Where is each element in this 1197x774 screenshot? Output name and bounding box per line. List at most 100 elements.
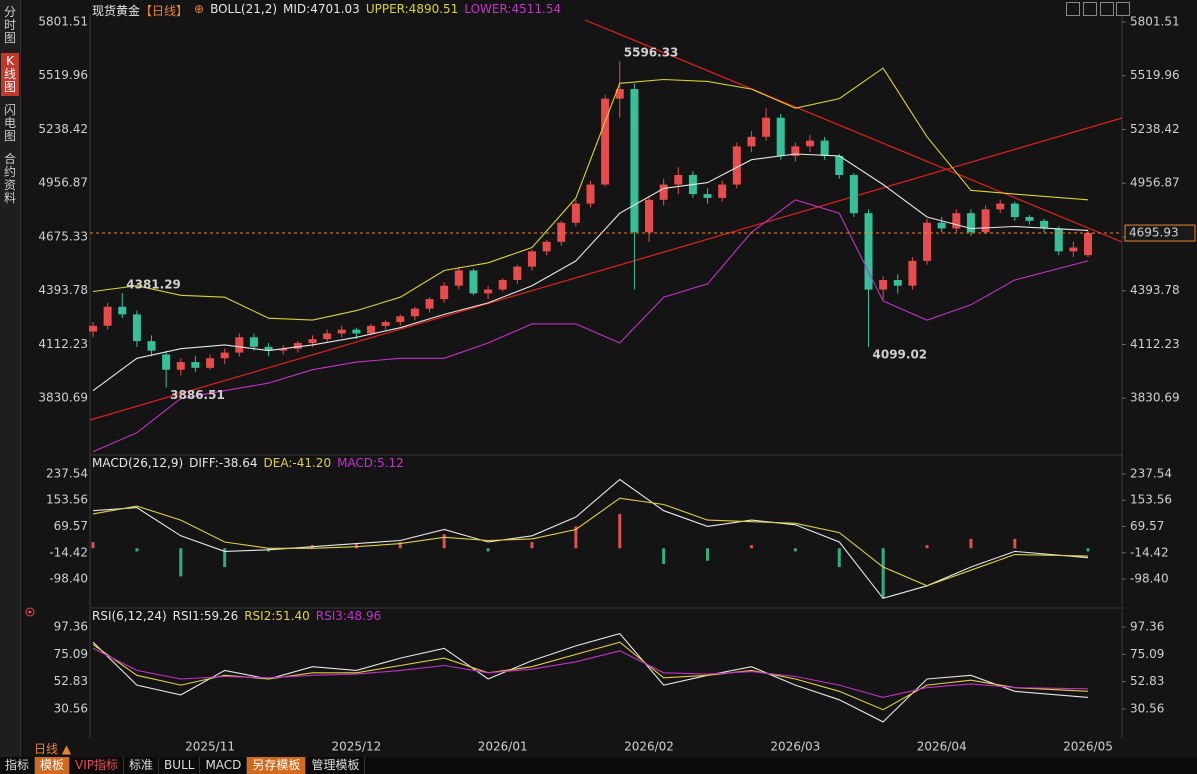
y-tick-label: 3830.69 [1130,391,1180,405]
y-tick-label: 5238.42 [38,122,88,136]
y-tick-label: 52.83 [54,674,88,688]
toolbar-button[interactable]: MACD [200,757,248,774]
y-tick-label: 5519.96 [1130,68,1180,82]
candle-body [1025,216,1034,221]
candle-body [805,140,814,147]
y-tick-label: 5519.96 [38,68,88,82]
candle-body [1084,233,1092,256]
icon[interactable]: ⊕ [194,2,205,16]
toolbar-icon[interactable] [1116,2,1130,16]
indicator-label: BOLL(21,2) [210,2,278,16]
toolbar-button[interactable]: 管理模板 [306,757,366,774]
toolbar-button[interactable]: 指标 [0,757,36,774]
candle-body [381,322,390,326]
candle-body [425,299,434,309]
candle-body [147,341,156,351]
candle-body [440,285,449,300]
toolbar-button[interactable]: 模板 [35,757,71,774]
data-label: 5596.33 [624,46,679,60]
candle-body [1010,203,1019,217]
tab[interactable]: 分时图 [4,5,17,45]
candle-body [235,337,244,353]
legend-entry: MID:4701.03 [283,2,360,16]
macd-bar [749,545,753,549]
candle-body [308,339,317,344]
candle-body [645,199,654,233]
tab[interactable]: 合约资料 [4,152,17,205]
candle-body [191,362,200,368]
candle-body [542,241,551,252]
period-label: 【日线】 [140,4,189,18]
candle-body [323,333,332,340]
indicator-icon[interactable] [25,607,35,617]
macd-bar [135,548,139,552]
indicator-label: MACD(26,12,9) [92,456,184,470]
y-tick-label: 237.54 [46,466,88,480]
legend-entry: MACD:5.12 [337,456,404,470]
macd-bar [223,548,227,568]
y-tick-label: -14.42 [49,545,88,559]
candle-body [220,352,229,359]
y-tick-label: 52.83 [1130,674,1164,688]
tab[interactable]: K线图 [1,53,19,96]
candle-body [908,260,917,286]
legend: MACD(26,12,9) DIFF:-38.64 DEA:-41.20 MACD:… [92,456,404,470]
macd-bar [618,513,622,549]
candle-body [293,343,302,349]
candle-body [762,117,771,137]
x-tick-label: 2025/11 [185,740,235,754]
toolbar-icon[interactable] [1100,2,1114,16]
x-tick-label: 2026/05 [1063,740,1113,754]
series-line [92,497,1089,587]
candle-body [454,270,463,286]
candle-body [776,117,785,156]
candle-body [513,266,522,281]
toolbar-button[interactable]: VIP指标 [70,757,125,774]
candle-body [718,184,727,198]
candle-body [527,251,536,267]
candle-body [132,314,141,342]
legend-entry: RSI3:48.96 [315,609,382,623]
toolbar-icon[interactable] [1083,2,1097,16]
toolbar-icon[interactable] [1066,2,1080,16]
y-tick-label: 97.36 [54,620,88,634]
y-tick-label: 153.56 [46,493,88,507]
tab[interactable]: 闪电图 [4,103,17,143]
candle-body [469,270,478,294]
toolbar: 指标 模板 VIP指标 标准 BULL MACD 另存模板 管理模板 [0,757,1197,774]
candle-body [923,222,932,261]
trend-line[interactable] [584,19,1123,243]
toolbar-button[interactable]: BULL [159,757,201,774]
toolbar-button[interactable]: 另存模板 [247,757,307,774]
y-tick-label: 4956.87 [1130,176,1180,190]
last-price-box [1124,224,1196,242]
candle-body [966,213,975,233]
period-label: 日线 [34,742,59,756]
data-label: 4381.29 [126,278,181,292]
chart: 3830.69 3830.69 4112.23 4112.23 4393.78 4393.… [25,14,1196,754]
candle-body [352,329,361,334]
y-tick-label: 30.56 [1130,701,1164,715]
macd-bar [179,548,183,577]
y-tick-label: 75.09 [54,647,88,661]
candle-body [410,308,419,317]
period-button[interactable]: 日线 ▲ [34,740,71,757]
series-line [92,153,1089,392]
last-price-label: 4695.93 [1129,226,1179,240]
y-tick-label: 4393.78 [1130,283,1180,297]
candle-body [615,89,624,99]
y-tick-label: 5801.51 [38,14,88,28]
trend-line[interactable] [89,117,1123,421]
y-tick-label: 97.36 [1130,620,1164,634]
candle-body [249,337,258,347]
candle-body [557,222,566,242]
toolbar-button[interactable]: 标准 [124,757,160,774]
candle-body [996,203,1005,210]
candle-body [1040,220,1049,229]
series-line [92,641,1089,711]
candle-body [703,194,712,198]
y-tick-label: 5801.51 [1130,14,1180,28]
candle-body [103,306,112,326]
legend-entry: LOWER:4511.54 [464,2,562,16]
candle-body [952,213,961,229]
